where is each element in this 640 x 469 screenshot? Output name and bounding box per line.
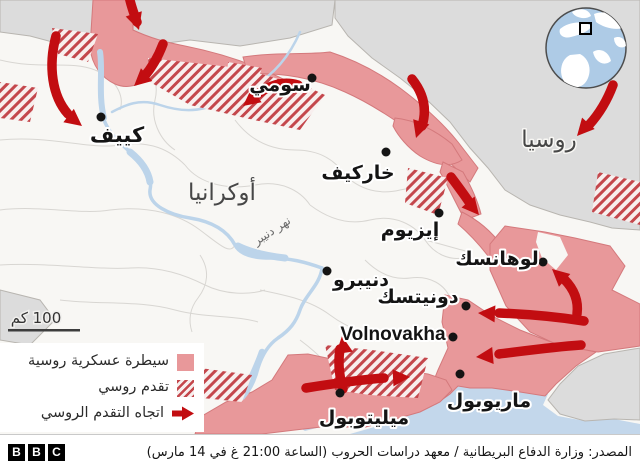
russian-advance-swatch-icon xyxy=(177,379,194,397)
advance-arrow xyxy=(478,305,589,326)
mariupol-dot xyxy=(455,369,465,379)
map-canvas: 100 كم xyxy=(0,0,640,434)
legend-label: تقدم روسي xyxy=(98,379,169,396)
izium-label: إيزيوم xyxy=(381,219,439,241)
mariupol-label: ماريوبول xyxy=(447,390,531,412)
melitopol-dot xyxy=(335,388,345,398)
source-credit: المصدر: وزارة الدفاع البريطانية / معهد د… xyxy=(146,444,632,460)
advance-arrow xyxy=(446,172,479,215)
russia-label: روسيا xyxy=(521,127,576,153)
legend-label: سيطرة عسكرية روسية xyxy=(28,353,169,370)
donetsk-dot xyxy=(461,301,471,311)
volnovakha-label: Volnovakha xyxy=(340,324,446,345)
advance-arrow xyxy=(407,74,430,138)
advance-arrow xyxy=(476,340,586,364)
footer-bar: B B C المصدر: وزارة الدفاع البريطانية / … xyxy=(0,434,640,469)
map-legend: سيطرة عسكرية روسية تقدم روسي اتجاه التقد… xyxy=(0,343,204,432)
advance-arrow xyxy=(47,31,82,126)
advance-arrow xyxy=(134,39,168,86)
advance-direction-arrow-icon xyxy=(172,406,194,421)
dnipro-dot xyxy=(322,266,332,276)
sumy-label: سومي xyxy=(249,74,311,96)
kharkiv-label: خاركيف xyxy=(321,162,394,184)
legend-label: اتجاه التقدم الروسي xyxy=(40,404,164,421)
ukraine-pocket xyxy=(536,232,568,270)
legend-row-direction: اتجاه التقدم الروسي xyxy=(6,404,194,422)
bbc-logo: B B C xyxy=(8,443,65,461)
luhansk-dot xyxy=(538,257,548,267)
sumy-dot xyxy=(307,73,317,83)
russia-southeast-land xyxy=(547,347,640,422)
advance-arrows xyxy=(47,0,618,394)
scale-label: 100 كم xyxy=(11,309,62,327)
izium-dot xyxy=(434,208,444,218)
dnieper-river xyxy=(97,30,324,400)
russian-control-swatch-icon xyxy=(177,353,194,371)
scale-bar: 100 كم xyxy=(8,308,80,332)
advance-arrow xyxy=(243,78,303,106)
ukraine-label: أوكرانيا xyxy=(188,177,256,206)
locator-square xyxy=(579,22,592,35)
legend-row-control: سيطرة عسكرية روسية xyxy=(6,353,194,371)
advance-arrow xyxy=(301,369,410,393)
luhansk-label: لوهانسك xyxy=(455,248,539,270)
legend-row-advance: تقدم روسي xyxy=(6,379,194,397)
kyiv-dot xyxy=(96,112,106,122)
map-svg: 100 كم xyxy=(0,0,640,434)
advance-arrow xyxy=(577,80,618,136)
melitopol-label: ميليتوبول xyxy=(319,407,409,429)
donetsk-label: دونيتسك xyxy=(377,286,458,308)
volnovakha-dot xyxy=(448,332,458,342)
advance-arrow xyxy=(125,0,142,30)
dnipro-label: دنيبرو xyxy=(332,269,389,291)
city-dots xyxy=(96,73,548,398)
bbc-logo-block: C xyxy=(48,443,65,461)
advance-arrow xyxy=(552,269,583,319)
bbc-logo-block: B xyxy=(28,443,45,461)
kyiv-label: كييف xyxy=(90,123,145,147)
kharkiv-dot xyxy=(381,147,391,157)
globe-locator xyxy=(545,7,627,89)
bbc-logo-block: B xyxy=(8,443,25,461)
